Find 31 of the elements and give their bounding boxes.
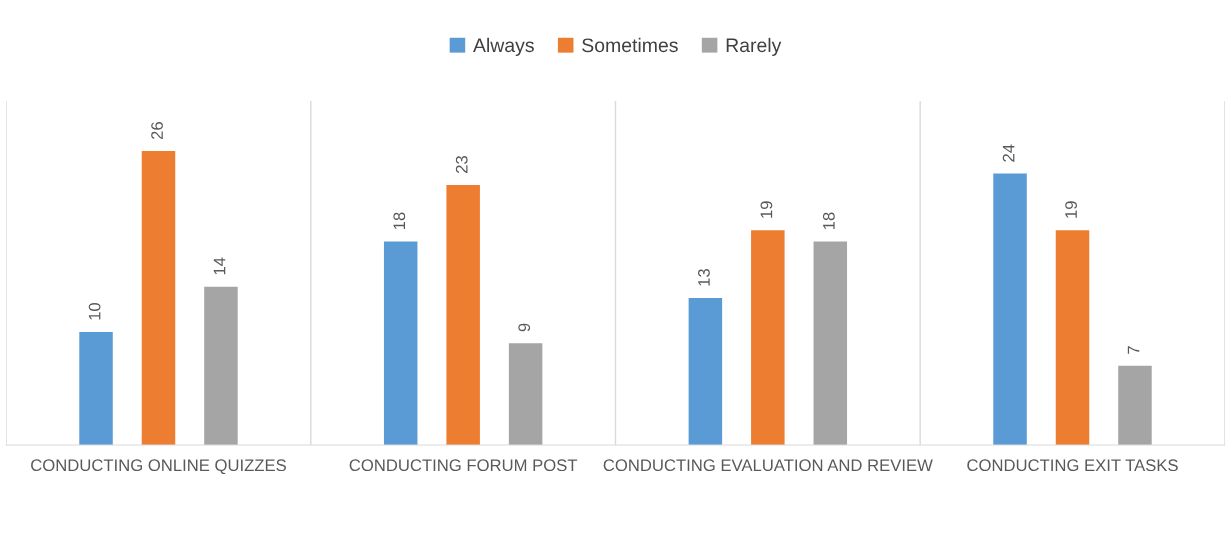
legend-label: Always — [473, 37, 534, 56]
data-label: 14 — [213, 257, 226, 275]
data-label: 24 — [1002, 144, 1015, 162]
data-label: 10 — [88, 302, 101, 320]
legend-label: Sometimes — [582, 37, 678, 53]
bar — [751, 230, 785, 445]
bar — [141, 150, 176, 445]
bar — [508, 343, 543, 445]
data-label: 19 — [760, 201, 773, 218]
data-label: 18 — [393, 212, 406, 230]
bar — [813, 241, 848, 445]
bar — [1118, 365, 1152, 445]
data-label: 19 — [1065, 201, 1077, 218]
x-tick-label: CONDUCTING EXIT TASKS — [967, 459, 1178, 472]
x-tick-label: CONDUCTING EVALUATION AND REVIEW — [603, 459, 933, 472]
data-label: 7 — [1127, 346, 1140, 354]
data-label: 26 — [151, 122, 163, 140]
bar — [1055, 230, 1090, 445]
bar — [79, 331, 113, 445]
data-label: 9 — [518, 323, 531, 332]
bar — [204, 286, 238, 445]
x-tick-label: CONDUCTING ONLINE QUIZZES — [31, 459, 286, 475]
data-label: 23 — [455, 156, 468, 173]
bar — [688, 297, 723, 445]
legend-label: Rarely — [726, 37, 782, 56]
bar — [993, 173, 1027, 445]
bar — [383, 241, 418, 445]
data-label: 18 — [822, 212, 835, 230]
bar — [446, 184, 480, 445]
x-tick-label: CONDUCTING FORUM POST — [349, 459, 578, 472]
data-label: 13 — [698, 269, 710, 286]
